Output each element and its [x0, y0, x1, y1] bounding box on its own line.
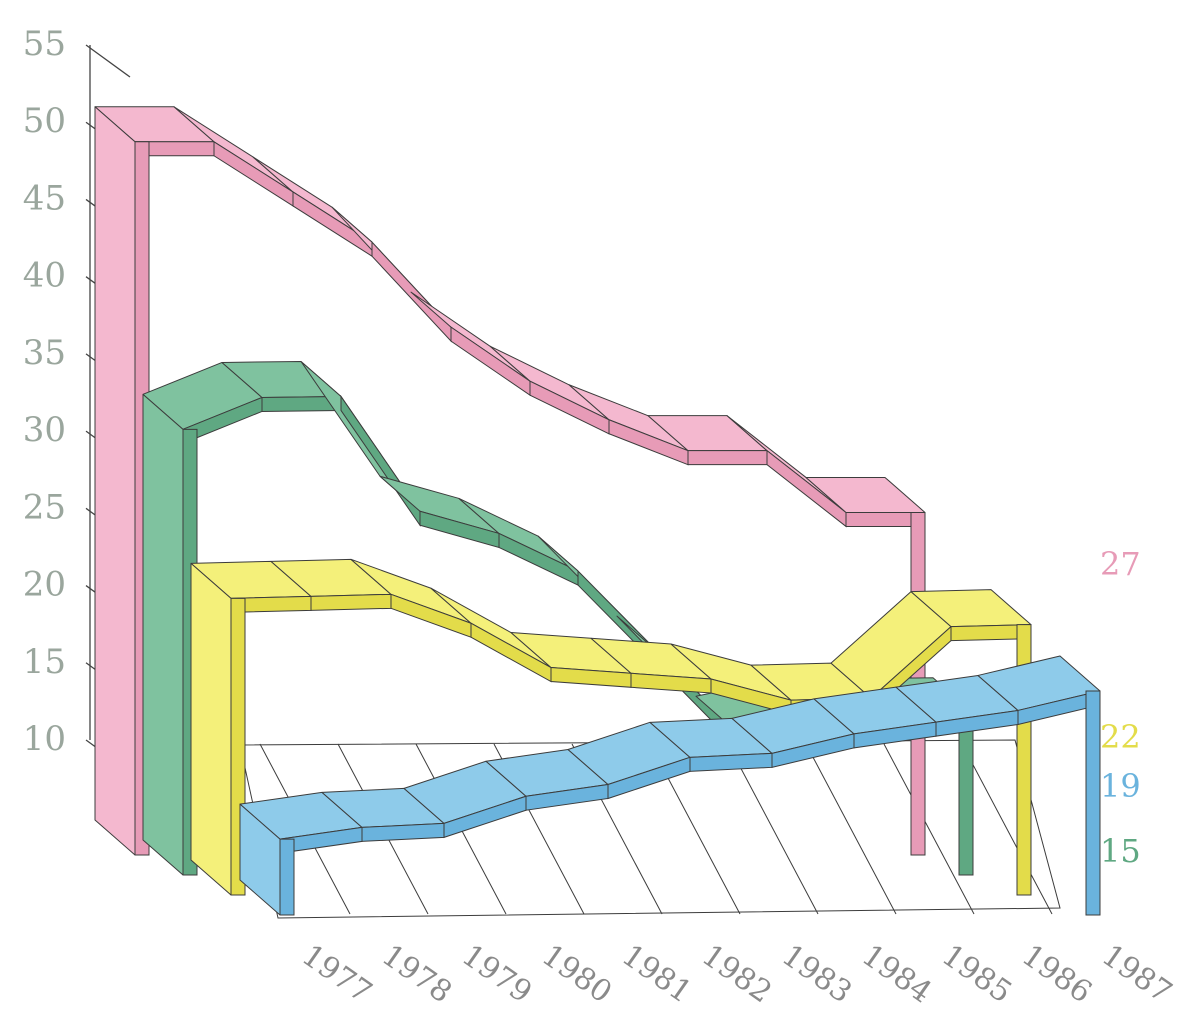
- y-tick-label: 50: [23, 101, 66, 141]
- ribbon-edge: [687, 450, 768, 466]
- floor-hatch: [805, 743, 897, 915]
- y-tick-labels: 10 15 20 25 30 35 40 45 50 55: [23, 24, 66, 759]
- x-tick-label: 1984: [855, 938, 938, 1010]
- ribbon-post-right: [1085, 690, 1101, 916]
- ribbon-post-right: [958, 712, 974, 876]
- y-tick-label: 25: [23, 487, 66, 527]
- y-tick-label: 35: [23, 333, 66, 373]
- y-tick-label: 15: [23, 642, 66, 682]
- y-tick-label: 45: [23, 178, 66, 218]
- ribbon-segment: [410, 291, 531, 382]
- series-ribbon: [142, 360, 974, 876]
- x-tick-label: 1977: [295, 938, 378, 1010]
- series-ribbon: [94, 106, 926, 856]
- x-tick-labels: 1977197819791980198119821983198419851986…: [295, 938, 1178, 1010]
- ribbon-edge: [292, 191, 373, 258]
- x-tick-label: 1979: [455, 938, 538, 1010]
- x-tick-label: 1982: [695, 938, 778, 1010]
- series-ribbon: [190, 558, 1032, 896]
- ribbon-edge: [371, 240, 452, 343]
- y-tick-label: 40: [23, 256, 66, 296]
- y-tick-label: 20: [23, 565, 66, 605]
- x-tick-label: 1980: [535, 938, 618, 1010]
- ribbon-post-left: [94, 106, 136, 856]
- series-ribbon: [239, 655, 1101, 916]
- ribbon-post-left-edge: [279, 838, 295, 916]
- ribbon-edge: [213, 140, 294, 207]
- x-tick-label: 1983: [775, 938, 858, 1010]
- x-tick-label: 1987: [1095, 938, 1178, 1010]
- series-end-label: 27: [1100, 545, 1141, 583]
- ribbon-post-left: [142, 393, 184, 876]
- x-tick-label: 1986: [1015, 938, 1098, 1010]
- x-tick-label: 1985: [935, 938, 1018, 1010]
- floor-hatch: [961, 743, 1053, 915]
- series-ribbons: [94, 106, 1101, 916]
- series-end-labels: 27 15 22 19: [1100, 545, 1141, 870]
- y-tick-label: 10: [23, 719, 66, 759]
- series-end-label: 15: [1100, 832, 1141, 870]
- y-tick-label: 55: [23, 24, 66, 64]
- series-end-label: 22: [1100, 718, 1141, 756]
- ribbon-segment: [489, 345, 610, 421]
- ribbon-edge: [340, 394, 421, 527]
- series-end-label: 19: [1100, 767, 1141, 805]
- ribbon-edge: [310, 593, 392, 611]
- y-tick-label: 30: [23, 410, 66, 450]
- ribbon-post-left: [190, 562, 232, 896]
- y-tick-mark: [85, 44, 131, 78]
- floor-hatch: [883, 743, 975, 915]
- floor-hatch: [727, 743, 819, 915]
- x-tick-label: 1981: [615, 938, 698, 1010]
- x-tick-label: 1978: [375, 938, 458, 1010]
